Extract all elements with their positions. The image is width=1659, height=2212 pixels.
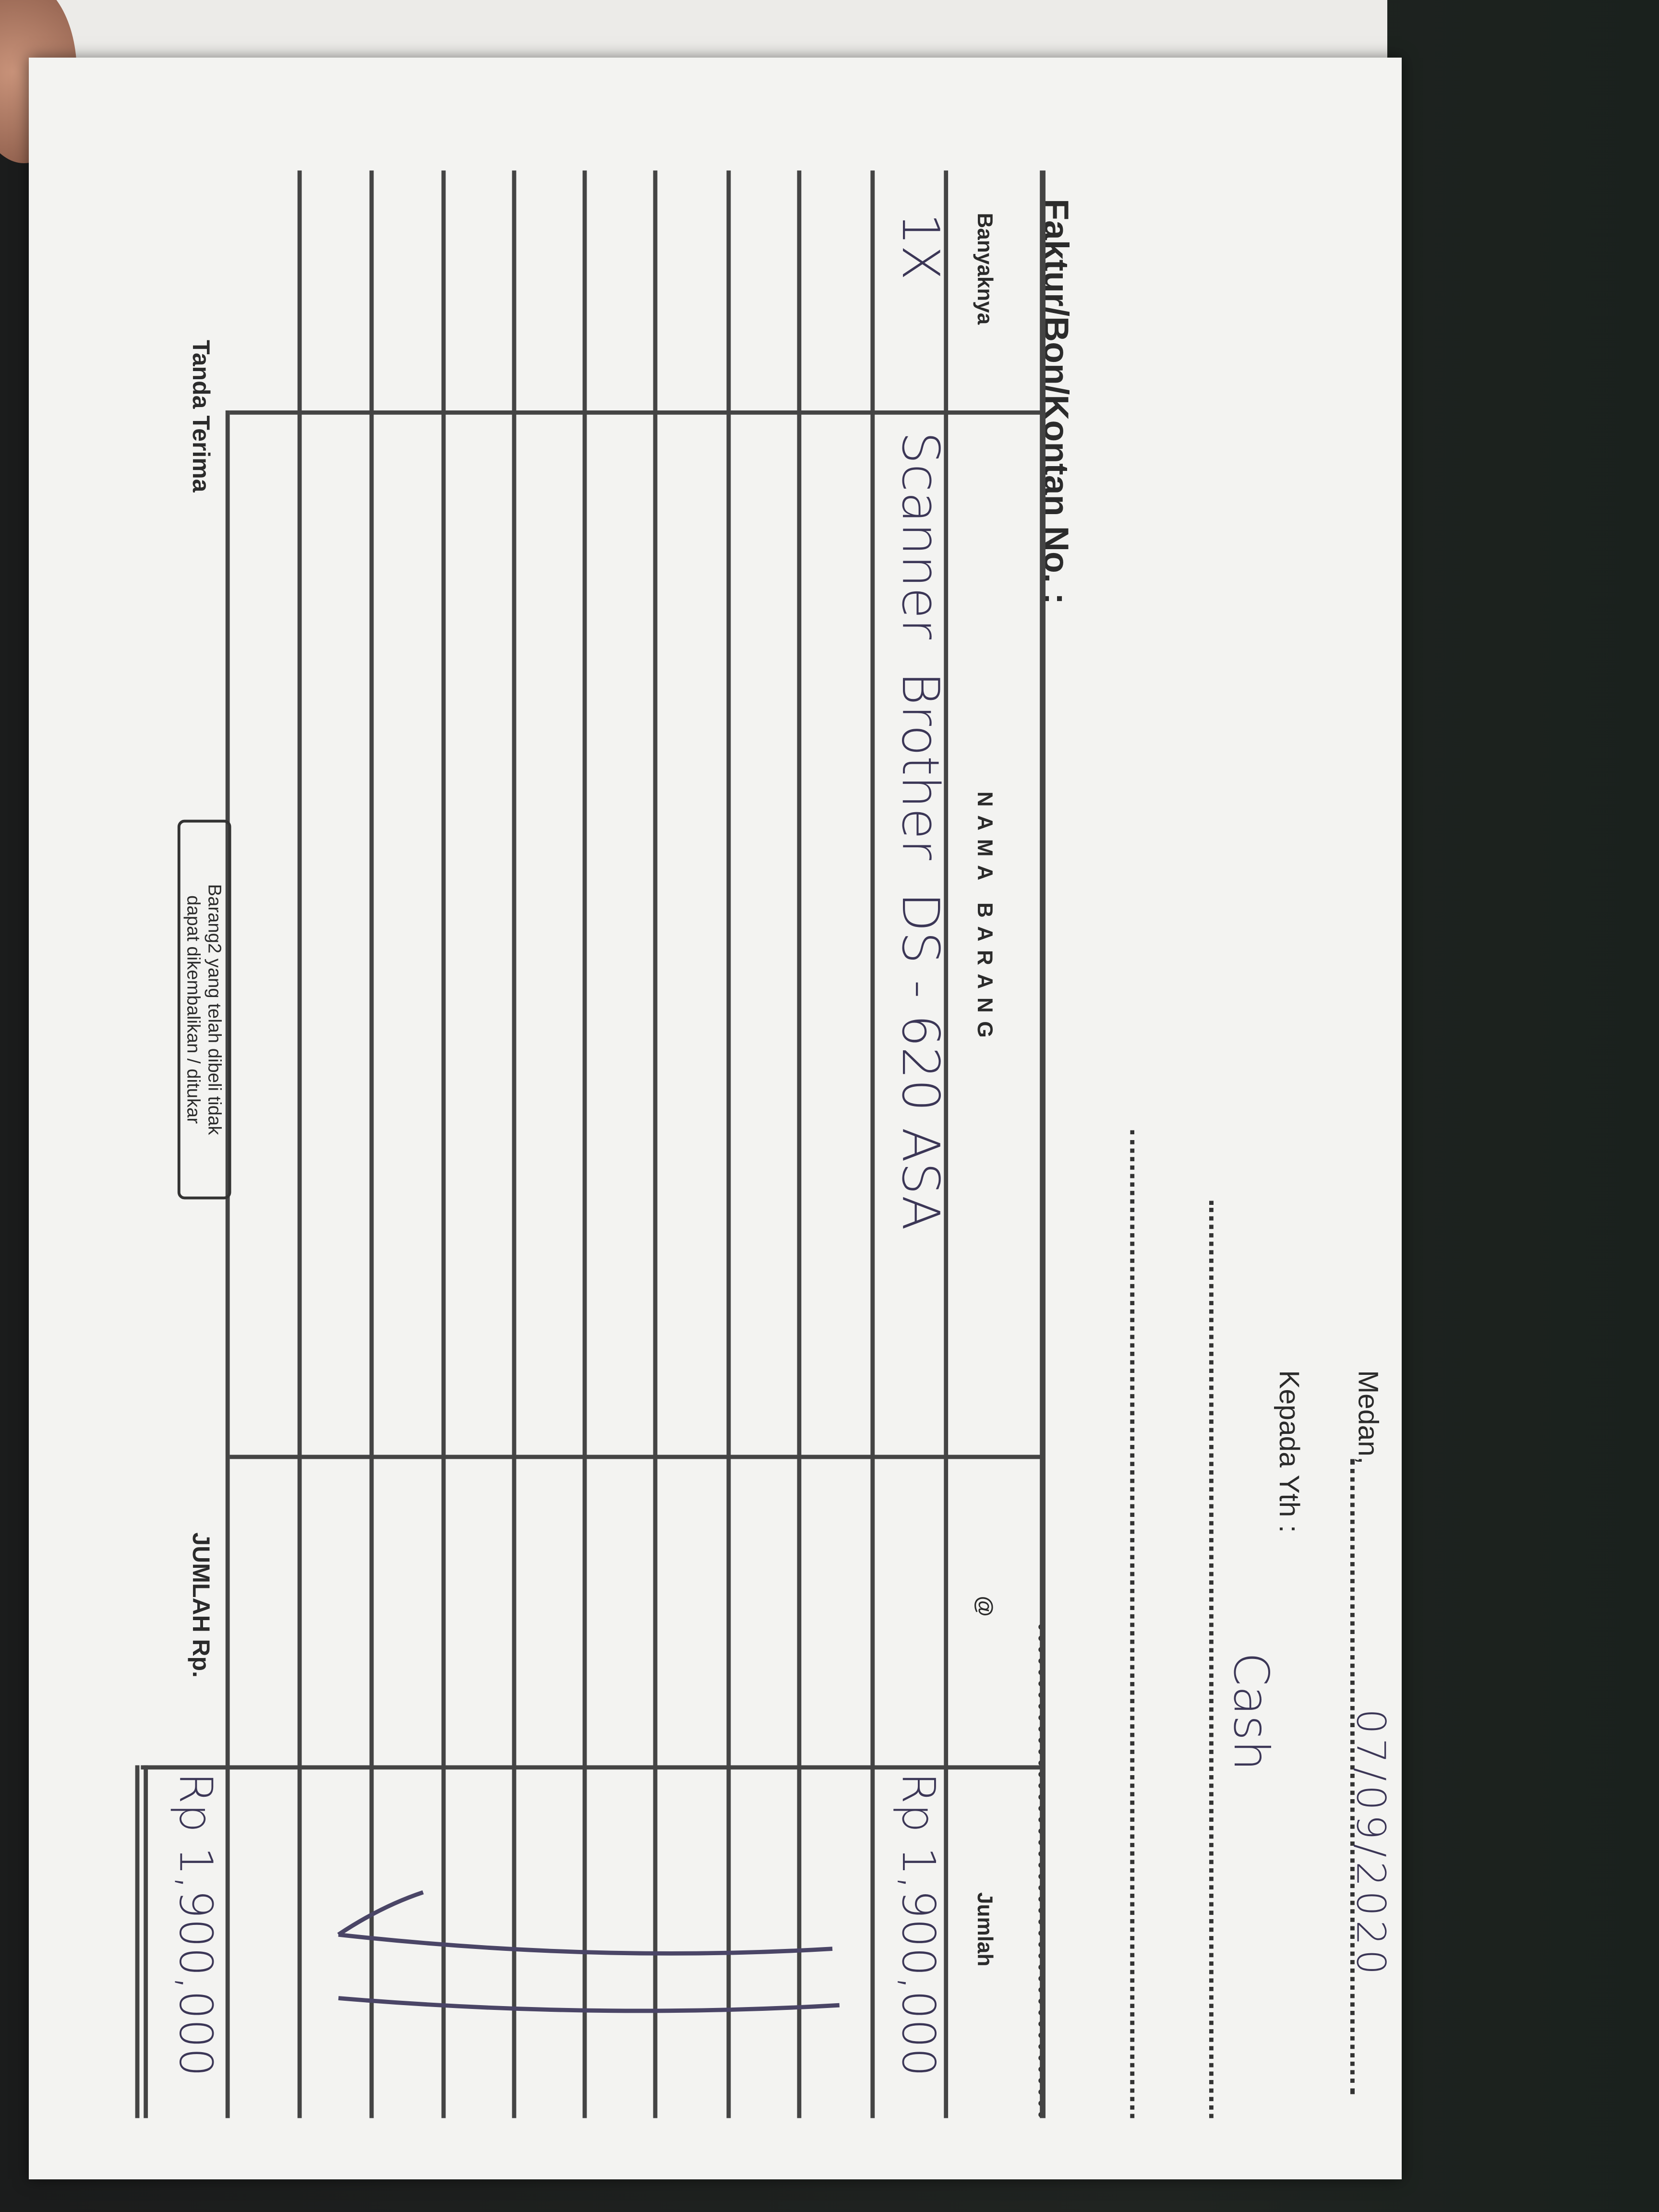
row-line (297, 170, 302, 2118)
notice-line-2: dapat dikembalikan / ditukar (183, 895, 204, 1124)
row-amount: Rp 1,900,000 (891, 1772, 946, 2077)
header-unit-price: @ (972, 1596, 997, 1617)
strike-through-marks (337, 1890, 840, 2013)
recipient-line-1 (1209, 1201, 1214, 2118)
row-quantity: 1X (890, 213, 949, 280)
total-value: Rp 1,900,000 (169, 1772, 223, 2077)
no-return-notice: Barang2 yang telah dibeli tidak dapat di… (177, 819, 231, 1200)
recipient-label: Kepada Yth : (1273, 1370, 1304, 1533)
total-underline-1 (144, 1765, 148, 2118)
city-label: Medan, (1351, 1370, 1383, 1465)
total-label: JUMLAH Rp. (187, 1532, 215, 1678)
notice-line-1: Barang2 yang telah dibeli tidak (204, 884, 226, 1135)
column-divider (229, 1455, 1044, 1459)
table-top-border (1040, 170, 1046, 2118)
recipient-line-2 (1130, 1130, 1135, 2118)
row-item-name: Scanner Brother DS - 620 ASA (890, 432, 949, 1230)
column-divider (229, 410, 1044, 415)
header-amount: Jumlah (972, 1892, 997, 1967)
recipient-value: Cash (1222, 1652, 1279, 1771)
header-item-name: NAMA BARANG (972, 791, 997, 1046)
receipt-form: Faktur/Bon/Kontan No. : Medan, 07/09/202… (28, 58, 1397, 2175)
signature-label: Tanda Terima (187, 340, 215, 493)
header-quantity: Banyaknya (972, 213, 997, 325)
table-bottom-line (225, 410, 230, 2118)
total-underline-2 (135, 1765, 140, 2118)
row-line (870, 170, 875, 2118)
date-value: 07/09/2020 (1347, 1708, 1395, 1979)
